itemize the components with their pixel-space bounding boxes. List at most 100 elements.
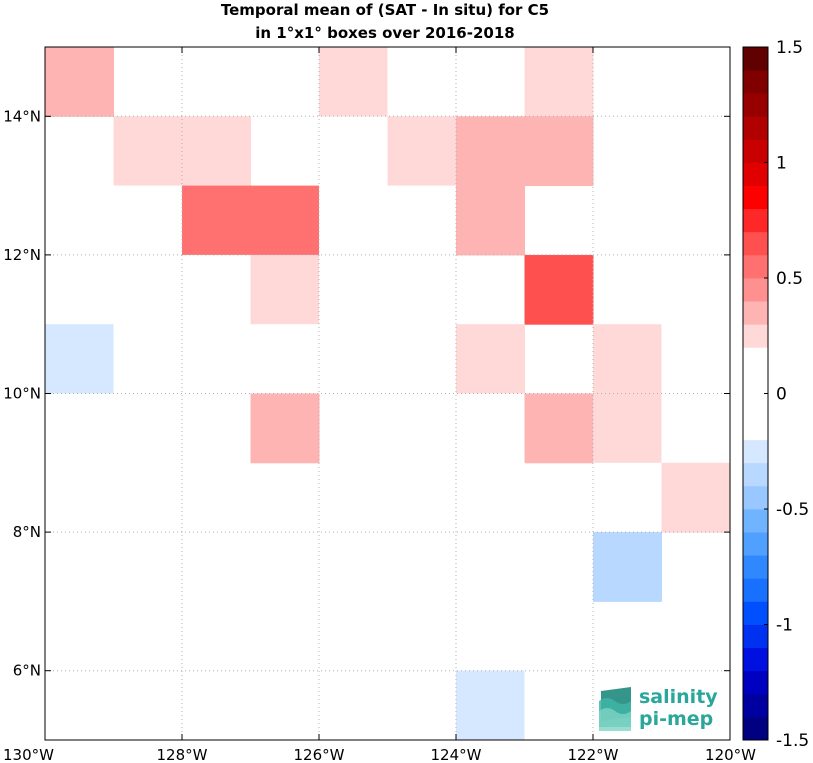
colorbar-segment xyxy=(743,393,768,417)
colorbar-segment xyxy=(743,555,768,579)
x-tick-label: 124°W xyxy=(431,746,482,763)
heatmap-cell xyxy=(182,254,251,325)
heatmap-cell xyxy=(524,116,594,187)
colorbar-segment xyxy=(743,324,768,348)
logo-line-1: salinity xyxy=(639,686,718,708)
colorbar-segment xyxy=(743,716,768,741)
colorbar-segment xyxy=(743,439,768,464)
heatmap-cell xyxy=(524,254,594,325)
heatmap-cell xyxy=(456,116,525,187)
colorbar-segment xyxy=(743,601,768,625)
colorbar-segment xyxy=(743,647,768,672)
heatmap-cell xyxy=(456,393,525,464)
colorbar-segment xyxy=(743,670,768,695)
colorbar-tick-label: -1.5 xyxy=(776,731,809,751)
heatmap-cell xyxy=(45,47,114,117)
colorbar-segment xyxy=(743,693,768,718)
heatmap-cell xyxy=(250,393,320,464)
heatmap-cell xyxy=(250,324,320,394)
colorbar-segment xyxy=(743,278,768,302)
heatmap-cell xyxy=(661,601,731,672)
heatmap-cell xyxy=(113,393,183,464)
heatmap-cells xyxy=(45,47,731,741)
heatmap-cell xyxy=(524,47,594,117)
heatmap-cell xyxy=(182,185,251,256)
heatmap-cell xyxy=(456,670,525,741)
y-tick-label: 12°N xyxy=(3,246,41,264)
logo-line-2: pi-mep xyxy=(639,708,713,730)
x-tick-label: 122°W xyxy=(568,746,619,763)
colorbar-tick-label: -1 xyxy=(776,616,793,636)
heatmap-cell xyxy=(456,185,525,256)
x-axis: 130°W 128°W 126°W 124°W 122°W 120°W xyxy=(3,47,756,763)
heatmap-cell xyxy=(593,324,662,394)
heatmap-cell xyxy=(250,185,320,256)
chart-title-line-1: Temporal mean of (SAT - In situ) for C5 xyxy=(221,1,549,19)
colorbar-segment xyxy=(743,301,768,325)
colorbar-tick-label: 0.5 xyxy=(776,269,803,289)
x-tick-label: 120°W xyxy=(705,746,756,763)
heatmap-cell xyxy=(387,47,457,117)
heatmap-cell xyxy=(387,254,457,325)
heatmap-cell xyxy=(524,670,594,741)
x-tick-label: 126°W xyxy=(294,746,345,763)
heatmap-cell xyxy=(593,532,662,602)
heatmap-cell xyxy=(661,393,731,464)
y-axis: 6°N 8°N 10°N 12°N 14°N xyxy=(3,107,730,680)
colorbar-segment xyxy=(743,624,768,648)
colorbar-tick-label: 1 xyxy=(776,154,787,174)
heatmap-cell xyxy=(113,185,183,256)
colorbar-segment xyxy=(743,116,768,140)
heatmap-cell xyxy=(113,324,183,394)
colorbar-segment xyxy=(743,370,768,394)
colorbar-segment xyxy=(743,462,768,487)
heatmap-cell xyxy=(250,47,320,117)
colorbar-segment xyxy=(743,254,768,279)
colorbar: -1.5 -1 -0.5 0 0.5 1 1.5 xyxy=(742,38,809,751)
heatmap-cell xyxy=(387,601,457,672)
colorbar-segment xyxy=(743,485,768,510)
heatmap-cell xyxy=(319,254,388,325)
heatmap-cell xyxy=(319,185,388,256)
heatmap-cell xyxy=(45,393,114,464)
heatmap-cell xyxy=(387,116,457,187)
colorbar-segment xyxy=(743,162,768,186)
heatmap-cell xyxy=(456,47,525,117)
colorbar-segment xyxy=(743,509,768,533)
colorbar-segment xyxy=(743,416,768,441)
heatmap-cell xyxy=(387,185,457,256)
colorbar-segment xyxy=(743,231,768,256)
heatmap-cell xyxy=(661,324,731,394)
colorbar-segment xyxy=(743,70,768,94)
heatmap-cell xyxy=(45,254,114,325)
colorbar-tick-label: 1.5 xyxy=(776,38,803,58)
heatmap-cell xyxy=(593,393,662,464)
colorbar-tick-label: -0.5 xyxy=(776,500,809,520)
colorbar-segment xyxy=(743,139,768,163)
colorbar-segment xyxy=(743,185,768,210)
heatmap-cell xyxy=(456,324,525,394)
heatmap-cell xyxy=(319,116,388,187)
y-tick-label: 8°N xyxy=(13,523,41,541)
colorbar-segment xyxy=(743,208,768,233)
x-tick-label: 130°W xyxy=(3,746,54,763)
waves-icon xyxy=(599,687,631,731)
heatmap-cell xyxy=(661,116,731,187)
heatmap-cell xyxy=(113,116,183,187)
heatmap-cell xyxy=(661,47,731,117)
chart-title-line-2: in 1°x1° boxes over 2016-2018 xyxy=(255,24,514,42)
heatmap-cell xyxy=(593,462,662,533)
heatmap-cell xyxy=(45,185,114,256)
heatmap-cell xyxy=(524,393,594,464)
heatmap-cell xyxy=(182,116,251,187)
heatmap-cell xyxy=(661,462,731,533)
y-tick-label: 14°N xyxy=(3,107,41,125)
salinity-pi-mep-logo: salinity pi-mep xyxy=(597,683,727,733)
colorbar-tick-label: 0 xyxy=(776,385,787,405)
y-tick-label: 10°N xyxy=(3,385,41,403)
heatmap-cell xyxy=(45,324,114,394)
colorbar-segment xyxy=(743,93,768,117)
y-tick-label: 6°N xyxy=(13,662,41,680)
colorbar-segment xyxy=(743,347,768,371)
